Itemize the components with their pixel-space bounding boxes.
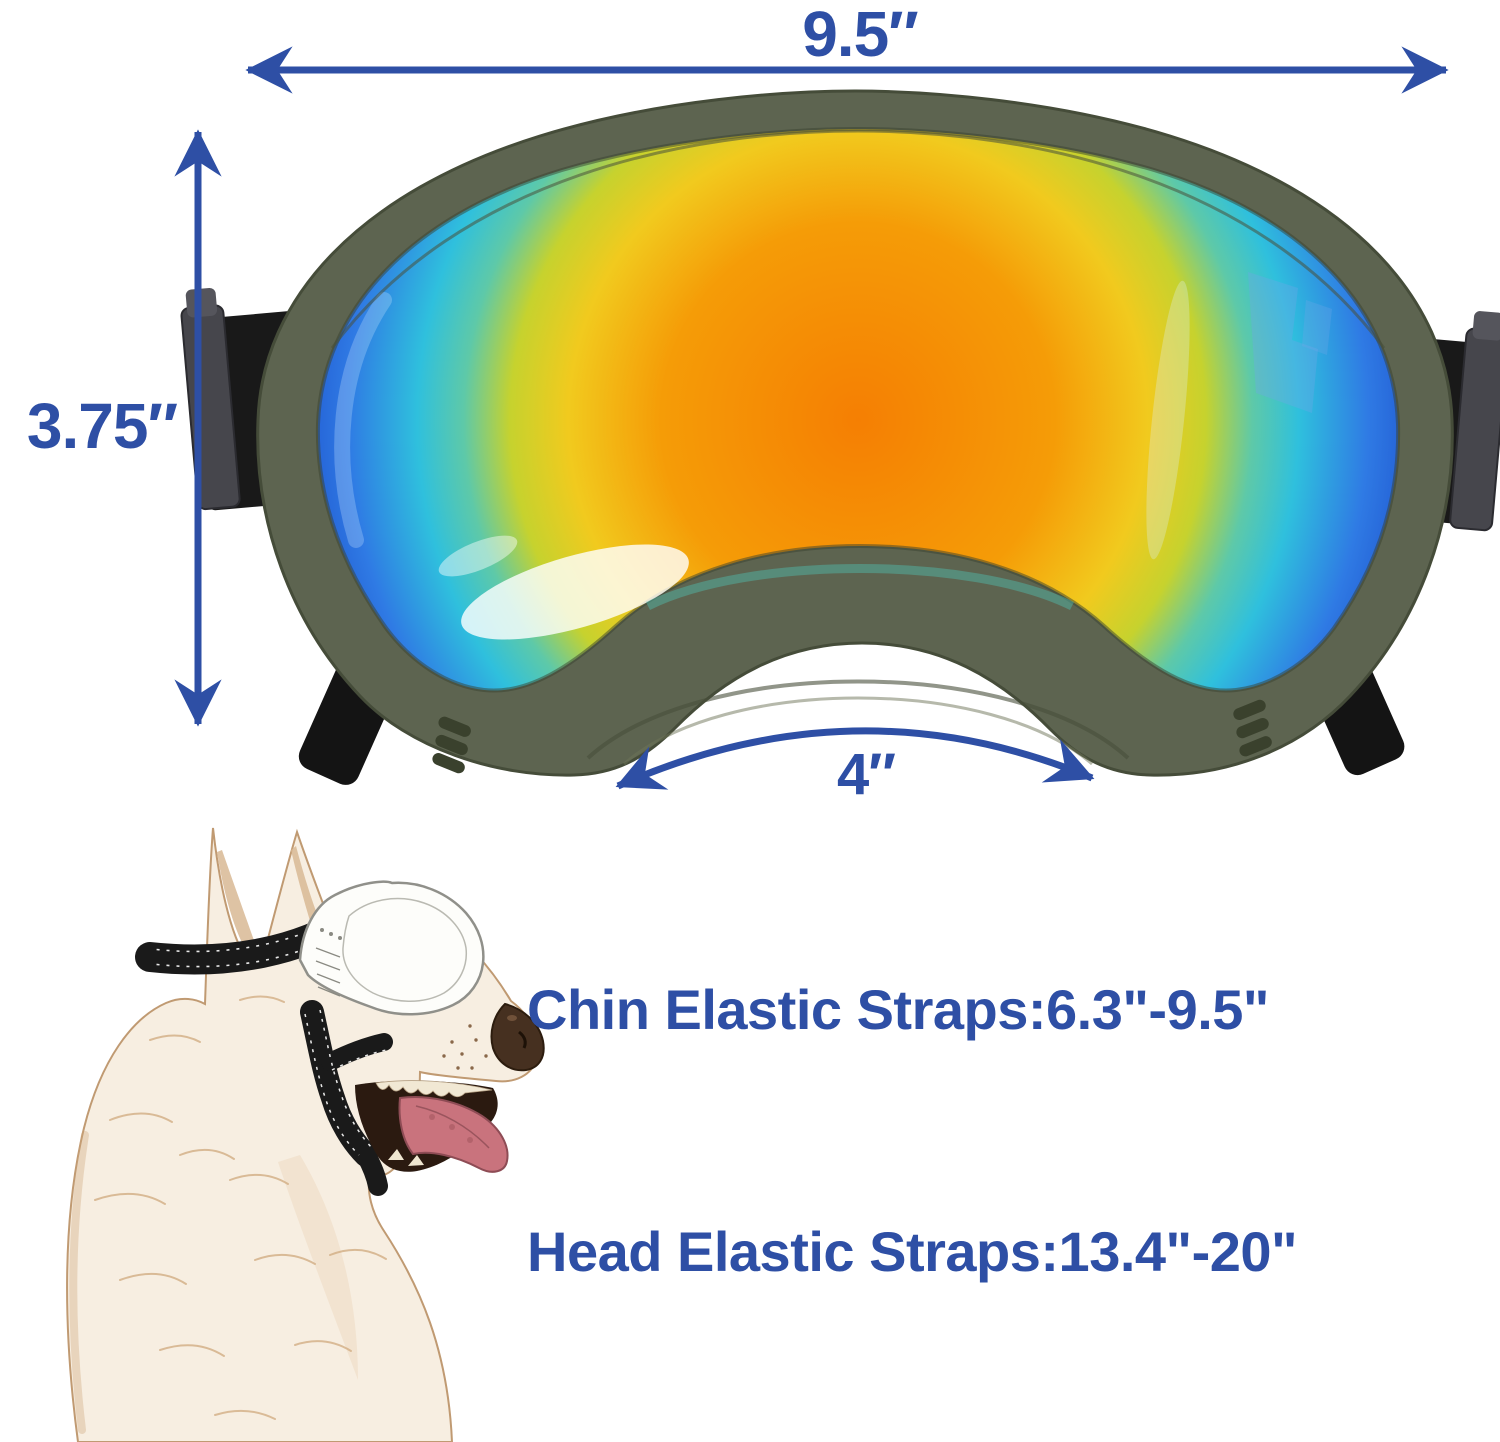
dog-whisker-dots [442, 1024, 488, 1070]
goggles-lens [315, 126, 1401, 693]
dog-goggles-sketch [298, 880, 485, 1016]
dog-chin-strap [300, 1000, 393, 1196]
chin-strap-spec: Chin Elastic Straps:6.3"-9.5" [527, 978, 1269, 1041]
dog-teeth [375, 1080, 493, 1098]
head-strap-spec: Head Elastic Straps:13.4"-20" [527, 1220, 1298, 1283]
frame-ridges [330, 129, 1386, 766]
bridge-arrow [615, 727, 1095, 790]
dog-fur-strokes [94, 995, 387, 1420]
dog-illustration [66, 827, 545, 1442]
nose-bridge-dimension-label: 4″ [836, 742, 896, 807]
dog-nose [490, 1002, 545, 1072]
height-dimension-label: 3.75″ [26, 390, 178, 462]
frame-vents [432, 699, 1272, 774]
goggles-illustration [180, 89, 1500, 785]
width-dimension-label: 9.5″ [802, 0, 919, 70]
dog-tongue [398, 1095, 509, 1173]
lens-reflections [334, 272, 1332, 640]
